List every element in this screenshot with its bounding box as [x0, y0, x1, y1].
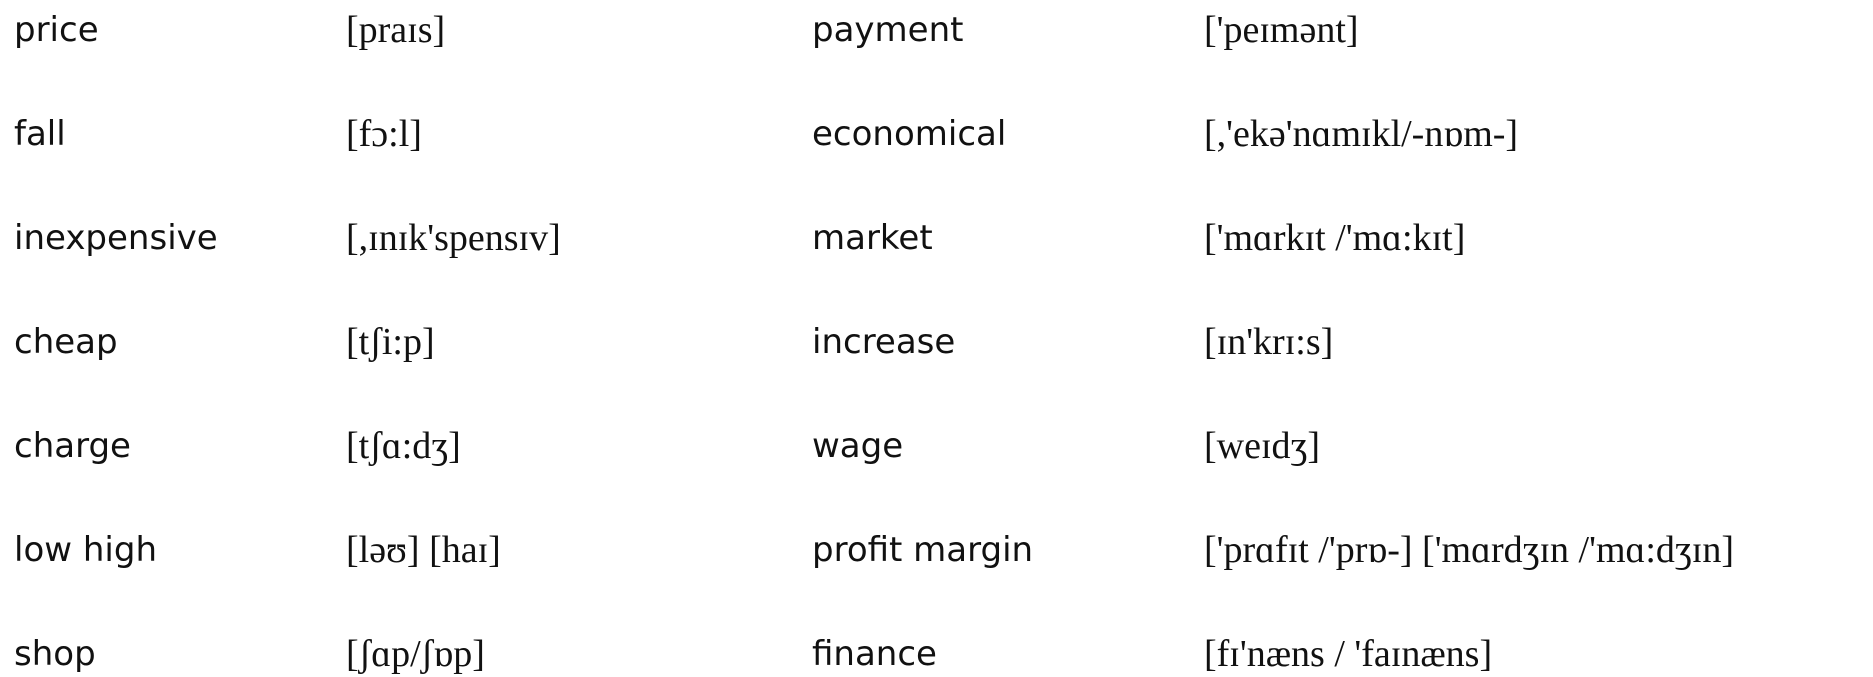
pronunciation: ['prɑfɪt /'prɒ-] ['mɑrdʒɪn /'mɑ:dʒɪn] [1204, 529, 1735, 571]
pronunciation: [tʃi:p] [346, 321, 435, 363]
term: payment [812, 10, 964, 50]
term: charge [14, 426, 131, 466]
term: price [14, 10, 99, 50]
term: finance [812, 634, 937, 674]
pronunciation: [fɔ:l] [346, 113, 422, 155]
pronunciation: [fɪ'næns / 'faɪnæns] [1204, 633, 1493, 675]
pronunciation: [weɪdʒ] [1204, 425, 1321, 467]
term: inexpensive [14, 218, 218, 258]
term: cheap [14, 322, 118, 362]
term: market [812, 218, 933, 258]
term: low high [14, 530, 157, 570]
term: wage [812, 426, 904, 466]
term: fall [14, 114, 66, 154]
term: increase [812, 322, 956, 362]
term: economical [812, 114, 1007, 154]
pronunciation: [,ɪnɪk'spensɪv] [346, 217, 561, 259]
pronunciation: [tʃɑ:dʒ] [346, 425, 461, 467]
pronunciation: ['mɑrkɪt /'mɑ:kɪt] [1204, 217, 1466, 259]
term: shop [14, 634, 96, 674]
pronunciation: [ʃɑp/ʃɒp] [346, 633, 485, 675]
pronunciation: [,'ekə'nɑmɪkl/-nɒm-] [1204, 113, 1519, 155]
pronunciation: [praɪs] [346, 9, 446, 51]
term: profit margin [812, 530, 1034, 570]
pronunciation: [ɪn'krɪ:s] [1204, 321, 1334, 363]
pronunciation: [ləʊ] [haɪ] [346, 529, 501, 571]
pronunciation: ['peɪmənt] [1204, 9, 1359, 51]
